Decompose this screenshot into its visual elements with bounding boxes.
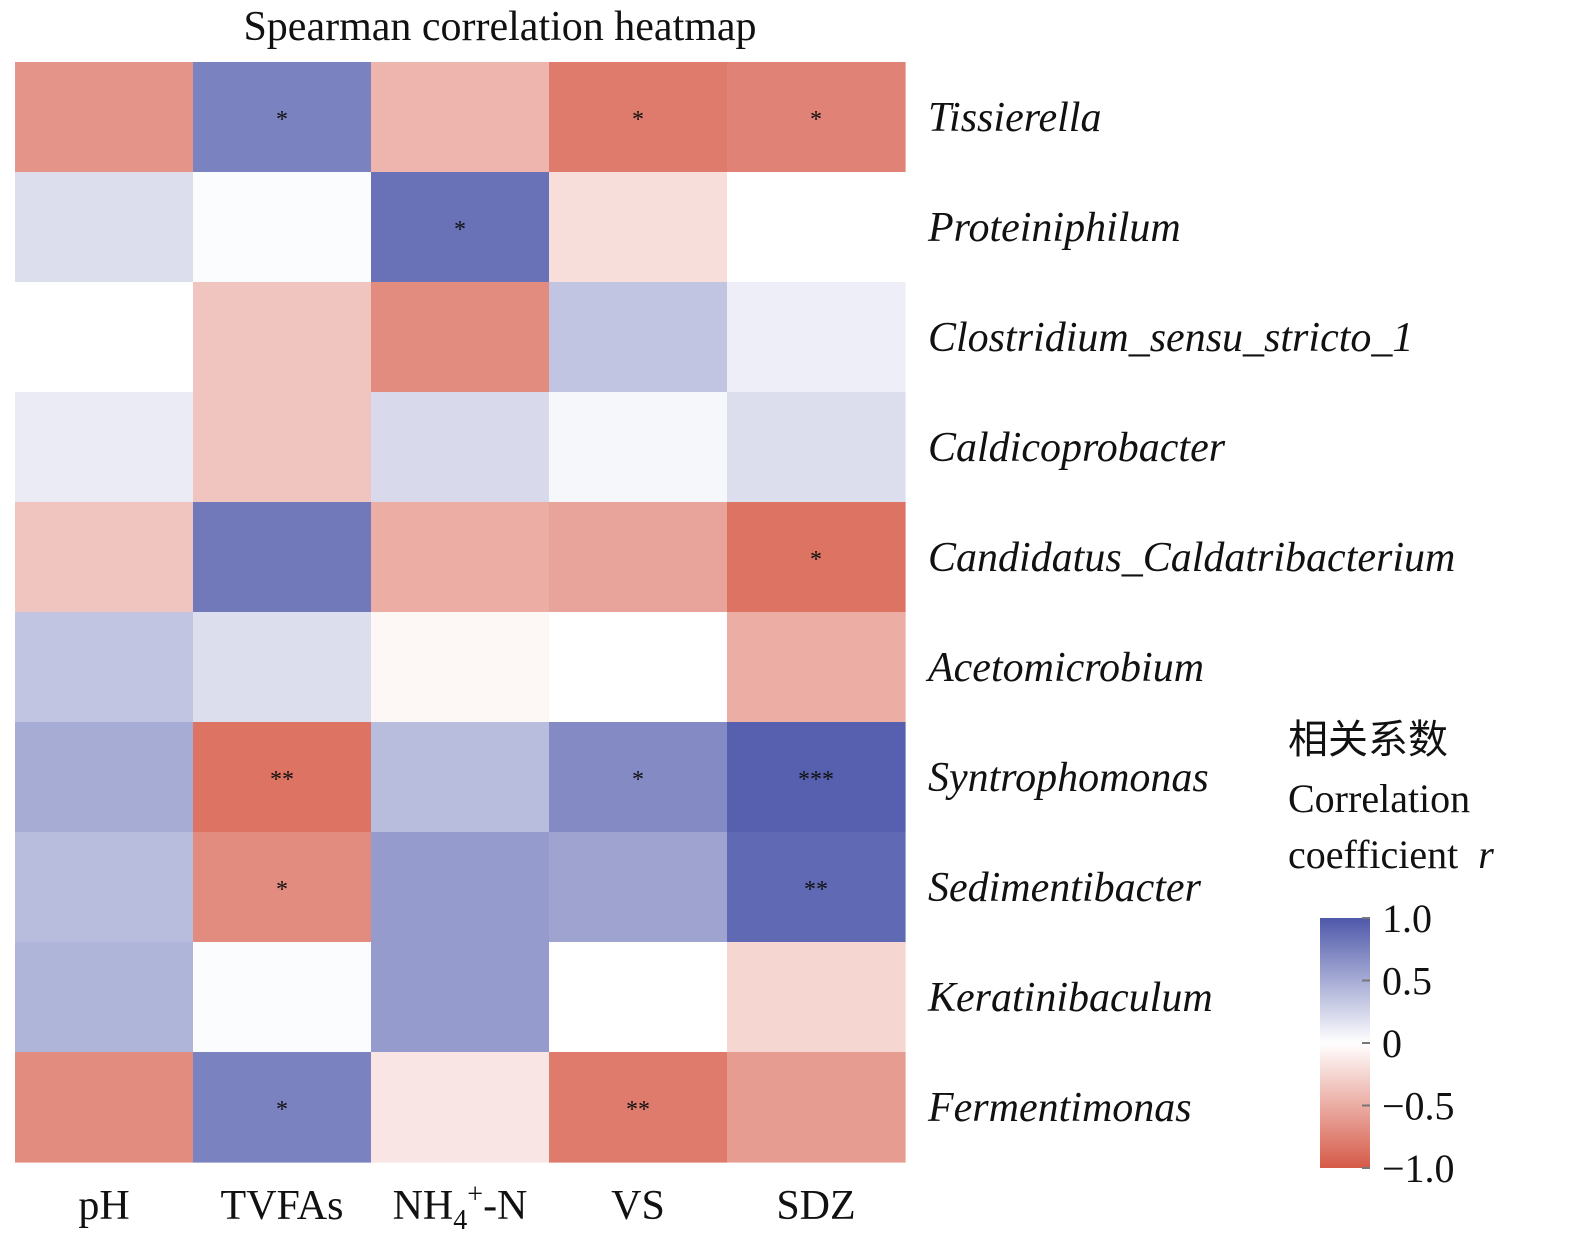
colorbar-title-en-var: r <box>1478 832 1494 877</box>
heatmap-cells <box>15 62 906 1163</box>
significance-mark: ** <box>804 877 828 903</box>
heatmap-cell <box>15 612 194 723</box>
heatmap-cell <box>193 1052 372 1163</box>
heatmap-cell <box>727 832 906 943</box>
heatmap-cell <box>371 832 550 943</box>
heatmap-cell <box>727 612 906 723</box>
colorbar-gradient <box>1320 918 1370 1168</box>
heatmap-cell <box>371 392 550 503</box>
heatmap-cell <box>727 392 906 503</box>
heatmap-cell <box>15 1052 194 1163</box>
x-tick-label-tvfas: TVFAs <box>221 1183 344 1229</box>
heatmap-cell <box>549 62 728 173</box>
x-tick-label-ph: pH <box>78 1183 129 1229</box>
heatmap-cell <box>15 392 194 503</box>
heatmap-cell <box>549 832 728 943</box>
colorbar-tick-label: −1.0 <box>1382 1146 1455 1191</box>
colorbar-tick-label: −0.5 <box>1382 1084 1455 1129</box>
significance-mark: ** <box>270 767 294 793</box>
heatmap-cell <box>549 172 728 283</box>
heatmap-cell <box>193 722 372 833</box>
heatmap-cell <box>727 502 906 613</box>
heatmap-cell <box>15 832 194 943</box>
heatmap-cell <box>727 62 906 173</box>
significance-mark: * <box>276 1097 288 1123</box>
colorbar: 相关系数 Correlation coefficient r 1.0 0.5 0 −0… <box>1288 717 1494 1191</box>
colorbar-title-en-line2-text: coefficient <box>1288 832 1458 877</box>
y-tick-label-fermentimonas: Fermentimonas <box>927 1085 1192 1131</box>
y-tick-label-tissierella: Tissierella <box>928 95 1101 141</box>
x-axis-labels: pH TVFAs NH4+-N VS SDZ <box>78 1179 855 1236</box>
y-tick-label-syntrophomonas: Syntrophomonas <box>928 755 1209 801</box>
heatmap-cell <box>371 62 550 173</box>
heatmap-cell <box>727 942 906 1053</box>
heatmap-cell <box>549 392 728 503</box>
y-tick-label-candidatus-caldatribacterium: Candidatus_Caldatribacterium <box>928 535 1455 581</box>
heatmap-cell <box>15 722 194 833</box>
significance-mark: * <box>276 877 288 903</box>
heatmap-cell <box>371 172 550 283</box>
heatmap-cell <box>193 392 372 503</box>
heatmap-cell <box>371 942 550 1053</box>
x-tick-label-vs: VS <box>611 1183 665 1229</box>
y-axis-labels: Tissierella Proteiniphilum Clostridium_sen… <box>925 95 1455 1131</box>
y-tick-label-keratinibaculum: Keratinibaculum <box>927 975 1213 1021</box>
y-tick-label-clostridium-sensu-stricto-1: Clostridium_sensu_stricto_1 <box>928 315 1413 361</box>
heatmap-cell <box>371 1052 550 1163</box>
significance-mark: * <box>276 107 288 133</box>
heatmap-cell <box>549 942 728 1053</box>
heatmap-cell <box>371 612 550 723</box>
heatmap-cell <box>549 502 728 613</box>
heatmap-cell <box>193 832 372 943</box>
heatmap-cell <box>15 502 194 613</box>
heatmap-cell <box>193 502 372 613</box>
heatmap-cell <box>193 282 372 393</box>
heatmap-cell <box>15 942 194 1053</box>
chart-title: Spearman correlation heatmap <box>243 4 756 50</box>
heatmap-cell <box>15 172 194 283</box>
colorbar-tick-label: 1.0 <box>1382 896 1432 941</box>
y-tick-label-sedimentibacter: Sedimentibacter <box>928 865 1202 911</box>
y-tick-label-proteiniphilum: Proteiniphilum <box>927 205 1181 251</box>
significance-mark: * <box>632 107 644 133</box>
colorbar-title-en-line2: coefficient r <box>1288 832 1494 877</box>
heatmap-cell <box>193 942 372 1053</box>
heatmap-cell <box>727 1052 906 1163</box>
heatmap-cell <box>727 722 906 833</box>
significance-mark: *** <box>798 767 834 793</box>
heatmap-cell <box>549 282 728 393</box>
y-tick-label-acetomicrobium: Acetomicrobium <box>925 645 1204 691</box>
significance-mark: * <box>454 217 466 243</box>
colorbar-tick-label: 0.5 <box>1382 959 1432 1004</box>
heatmap-cell <box>549 722 728 833</box>
heatmap-cell <box>727 172 906 283</box>
significance-mark: * <box>810 107 822 133</box>
colorbar-tick-label: 0 <box>1382 1021 1402 1066</box>
heatmap-cell <box>193 62 372 173</box>
significance-mark: * <box>810 547 822 573</box>
colorbar-title-en-line1: Correlation <box>1288 776 1470 821</box>
heatmap-cell <box>371 282 550 393</box>
heatmap-cell <box>549 1052 728 1163</box>
significance-marks: * * ***** * **** *** ** <box>270 107 834 1123</box>
colorbar-title-cn: 相关系数 <box>1288 717 1448 762</box>
heatmap-cell <box>15 282 194 393</box>
significance-mark: ** <box>626 1097 650 1123</box>
heatmap-cell <box>15 62 194 173</box>
significance-mark: * <box>632 767 644 793</box>
heatmap-cell <box>371 722 550 833</box>
y-tick-label-caldicoprobacter: Caldicoprobacter <box>928 425 1226 471</box>
x-tick-label-nh4-n: NH4+-N <box>393 1179 528 1236</box>
colorbar-ticks: 1.0 0.5 0 −0.5 −1.0 <box>1362 896 1455 1191</box>
heatmap-cell <box>193 172 372 283</box>
x-tick-label-sdz: SDZ <box>776 1183 855 1229</box>
heatmap-cell <box>549 612 728 723</box>
heatmap-cell <box>371 502 550 613</box>
heatmap-cell <box>193 612 372 723</box>
heatmap-cell <box>727 282 906 393</box>
